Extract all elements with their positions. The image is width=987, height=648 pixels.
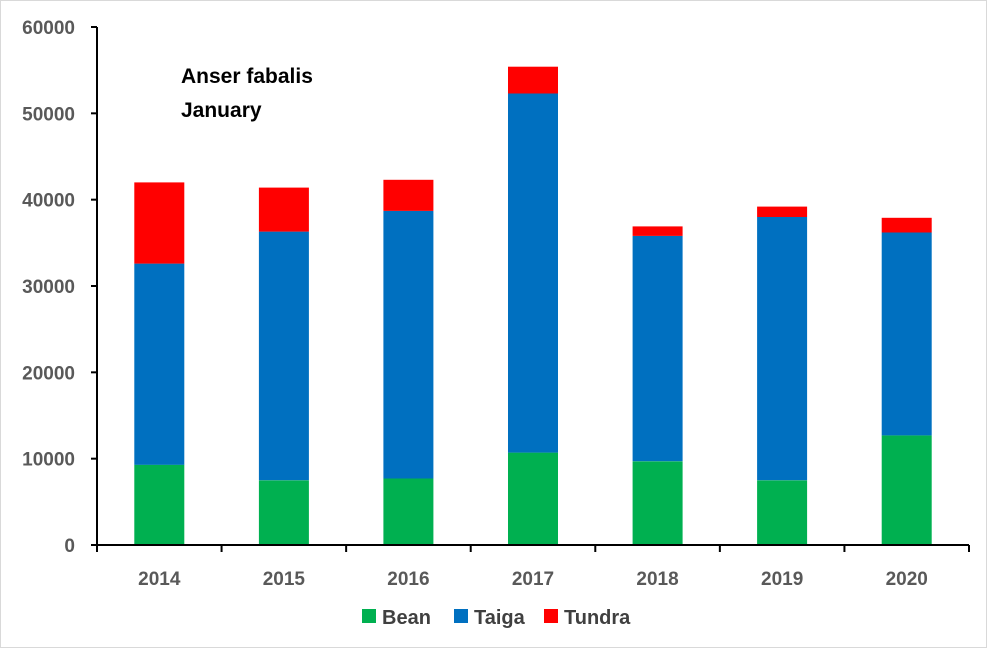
bar-bean-2019	[757, 480, 808, 546]
bars-group	[134, 66, 932, 546]
bar-taiga-2016	[383, 210, 434, 479]
x-tick-label: 2017	[512, 569, 554, 590]
bar-bean-2018	[632, 461, 683, 545]
bar-bean-2015	[258, 480, 309, 546]
bar-tundra-2018	[632, 226, 683, 236]
legend-swatch-taiga	[454, 609, 468, 623]
bar-bean-2020	[881, 435, 932, 545]
bar-bean-2016	[383, 478, 434, 545]
x-tick-label: 2019	[761, 569, 803, 590]
y-tick-label: 0	[64, 536, 75, 557]
bar-bean-2014	[134, 464, 185, 545]
tick-labels-group: 0 10000 20000 30000 40000 50000 60000 2014 2015 2…	[22, 18, 928, 590]
legend-label-bean: Bean	[382, 607, 431, 629]
y-tick-label: 60000	[22, 18, 75, 39]
bar-tundra-2014	[134, 182, 185, 264]
legend-label-tundra: Tundra	[564, 607, 631, 629]
x-tick-label: 2015	[263, 569, 306, 590]
legend-swatch-tundra	[544, 609, 558, 623]
bar-taiga-2017	[508, 93, 558, 453]
bar-tundra-2019	[757, 206, 808, 217]
bar-taiga-2015	[258, 231, 309, 481]
y-tick-label: 30000	[22, 277, 75, 298]
y-tick-label: 40000	[22, 191, 75, 212]
bar-tundra-2017	[508, 66, 558, 94]
bar-taiga-2014	[134, 263, 185, 465]
bar-bean-2017	[508, 452, 558, 545]
bar-taiga-2018	[632, 235, 683, 462]
chart-title-group: Anser fabalis January	[181, 65, 313, 122]
legend-group: Bean Taiga Tundra	[362, 607, 631, 629]
bar-tundra-2015	[258, 187, 309, 232]
x-tick-label: 2014	[138, 569, 181, 590]
y-tick-label: 10000	[22, 450, 75, 471]
bar-tundra-2020	[881, 217, 932, 233]
axes-group	[91, 26, 970, 552]
legend-label-taiga: Taiga	[474, 607, 526, 629]
x-tick-label: 2016	[387, 569, 429, 590]
bar-tundra-2016	[383, 179, 434, 211]
chart-title-line: January	[181, 99, 262, 122]
y-tick-label: 50000	[22, 104, 75, 125]
bar-taiga-2019	[757, 216, 808, 481]
legend-swatch-bean	[362, 609, 376, 623]
x-tick-label: 2018	[636, 569, 678, 590]
y-tick-label: 20000	[22, 363, 75, 384]
bar-taiga-2020	[881, 232, 932, 436]
chart-title-line: Anser fabalis	[181, 65, 313, 88]
x-tick-label: 2020	[886, 569, 928, 590]
